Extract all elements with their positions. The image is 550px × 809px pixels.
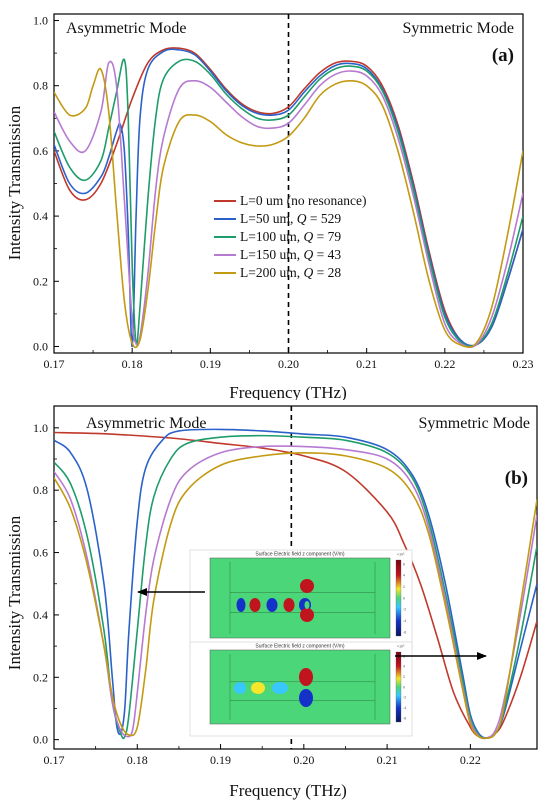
colorbar-tick: -6 bbox=[403, 716, 406, 720]
panel-label-b: (b) bbox=[505, 468, 528, 489]
colorbar bbox=[395, 651, 402, 723]
x-tick-label: 0.19 bbox=[210, 753, 231, 767]
plot-frame-b bbox=[53, 405, 538, 750]
legend-label: L=50 um, Q = 529 bbox=[240, 211, 341, 226]
field-lobe bbox=[266, 598, 278, 612]
legend-label: L=100 um, Q = 79 bbox=[240, 229, 341, 244]
annotation-left-b: Asymmetric Mode bbox=[86, 415, 206, 432]
y-tick-label: 0.0 bbox=[33, 339, 48, 353]
x-tick-label: 0.19 bbox=[200, 357, 221, 371]
field-inset-panel: Surface Electric field z component (V/m)… bbox=[189, 641, 413, 737]
y-tick-label: 0.8 bbox=[33, 79, 48, 93]
field-lobe bbox=[236, 598, 246, 612]
y-tick-label: 0.4 bbox=[33, 608, 48, 622]
inset-title: Surface Electric field z component (V/m) bbox=[255, 644, 345, 650]
colorbar bbox=[395, 559, 402, 637]
colorbar-exponent: ×10⁵ bbox=[397, 553, 405, 557]
series-group bbox=[54, 47, 523, 349]
x-tick-label: 0.17 bbox=[44, 357, 65, 371]
colorbar-tick: -6 bbox=[403, 630, 406, 634]
legend: L=0 um (no resonance) L=50 um, Q = 529 L=1… bbox=[214, 193, 366, 280]
x-tick-label: 0.21 bbox=[356, 357, 377, 371]
colorbar-tick: -4 bbox=[403, 619, 406, 623]
y-tick-label: 1.0 bbox=[33, 14, 48, 28]
y-tick-label: 1.0 bbox=[33, 421, 48, 435]
colorbar-tick: 6 bbox=[403, 562, 405, 566]
field-lobe bbox=[299, 668, 313, 686]
annotation-left-a: Asymmetric Mode bbox=[66, 20, 186, 37]
colorbar-tick: 2 bbox=[403, 585, 405, 589]
chart-a: (a) Asymmetric Mode Symmetric Mode Inten… bbox=[5, 13, 534, 400]
x-tick-label: 0.22 bbox=[460, 753, 481, 767]
x-tick-label: 0.20 bbox=[278, 357, 299, 371]
legend-label: L=0 um (no resonance) bbox=[240, 193, 366, 208]
series-line-2 bbox=[54, 58, 523, 348]
y-tick-label: 0.0 bbox=[33, 733, 48, 747]
legend-label: L=150 um, Q = 43 bbox=[240, 247, 341, 262]
field-lobe bbox=[249, 598, 261, 612]
x-tick-label: 0.23 bbox=[513, 357, 534, 371]
series-line-3 bbox=[54, 60, 523, 348]
x-axis-label-b: Frequency (THz) bbox=[229, 781, 347, 800]
field-lobe bbox=[251, 682, 265, 694]
y-tick-label: 0.2 bbox=[33, 670, 48, 684]
field-lobe bbox=[272, 682, 288, 694]
inset-title: Surface Electric field z component (V/m) bbox=[255, 552, 345, 558]
field-lobe bbox=[300, 608, 314, 622]
x-tick-label: 0.22 bbox=[434, 357, 455, 371]
field-lobe bbox=[234, 682, 246, 694]
y-axis-label-b: Intensity Transmission bbox=[5, 515, 24, 670]
colorbar-tick: -2 bbox=[403, 696, 406, 700]
field-lobe bbox=[299, 689, 313, 707]
x-axis-label-a: Frequency (THz) bbox=[229, 383, 347, 400]
colorbar-tick: -2 bbox=[403, 608, 406, 612]
series-line-4 bbox=[54, 67, 523, 349]
series-line-0 bbox=[54, 47, 523, 347]
x-tick-label: 0.21 bbox=[377, 753, 398, 767]
annotation-right-b: Symmetric Mode bbox=[418, 415, 530, 432]
y-tick-label: 0.6 bbox=[33, 144, 48, 158]
colorbar-tick: 0 bbox=[403, 596, 405, 600]
y-tick-label: 0.4 bbox=[33, 209, 48, 223]
annotation-right-a: Symmetric Mode bbox=[402, 20, 514, 37]
chart-b: (b) Asymmetric Mode Symmetric Mode Inten… bbox=[5, 405, 538, 800]
legend-label: L=200 um, Q = 28 bbox=[240, 265, 341, 280]
field-lobe bbox=[283, 598, 295, 612]
field-lobe bbox=[304, 601, 310, 609]
field-lobe bbox=[300, 579, 314, 593]
y-tick-label: 0.6 bbox=[33, 546, 48, 560]
y-tick-label: 0.8 bbox=[33, 483, 48, 497]
colorbar-tick: 4 bbox=[403, 665, 405, 669]
x-tick-label: 0.17 bbox=[44, 753, 65, 767]
field-inset-panel: Surface Electric field z component (V/m)… bbox=[189, 549, 413, 651]
colorbar-exponent: ×10⁵ bbox=[397, 645, 405, 649]
y-axis-label-a: Intensity Transmission bbox=[5, 105, 24, 260]
colorbar-tick: 4 bbox=[403, 574, 405, 578]
x-tick-label: 0.20 bbox=[293, 753, 314, 767]
series-line-4 bbox=[54, 451, 537, 740]
x-tick-label: 0.18 bbox=[127, 753, 148, 767]
series-group bbox=[54, 428, 537, 740]
x-tick-label: 0.18 bbox=[122, 357, 143, 371]
colorbar-tick: 0 bbox=[403, 685, 405, 689]
panel-label-a: (a) bbox=[492, 45, 514, 66]
y-tick-label: 0.2 bbox=[33, 274, 48, 288]
colorbar-tick: 2 bbox=[403, 675, 405, 679]
colorbar-tick: -4 bbox=[403, 706, 406, 710]
